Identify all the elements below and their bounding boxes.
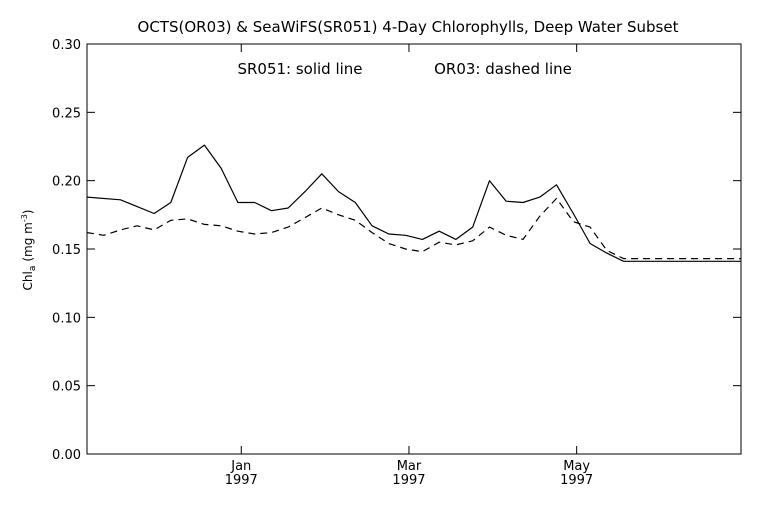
y-tick-label: 0.30: [52, 38, 81, 53]
y-axis-label-close: ): [21, 209, 35, 214]
y-axis-label-unit: (mg m: [21, 222, 35, 262]
solid-line-annotation: SR051: solid line: [237, 60, 362, 78]
y-axis-label-subscript: a: [28, 266, 38, 272]
or03-series-line: [86, 197, 741, 260]
x-tick-year-label: 1997: [225, 473, 258, 488]
y-axis-label-exponent: -3: [20, 214, 29, 222]
y-axis-label-main: Chl: [21, 271, 35, 290]
dashed-line-annotation: OR03: dashed line: [434, 60, 572, 78]
x-tick-year-label: 1997: [560, 473, 593, 488]
x-tick-year-label: 1997: [392, 473, 425, 488]
y-tick-label: 0.25: [52, 106, 81, 121]
sr051-series-line: [86, 144, 741, 262]
y-axis-label: Chla (mg m-3): [20, 209, 38, 290]
y-tick-label: 0.00: [52, 448, 81, 463]
y-tick-label: 0.10: [52, 311, 81, 326]
plot-frame: [86, 43, 742, 455]
x-tick-month-label: Jan: [230, 459, 251, 474]
y-axis-ticks: 0.00 0.05 0.10 0.15 0.20 0.25 0.30: [52, 38, 741, 463]
chart-title: OCTS(OR03) & SeaWiFS(SR051) 4-Day Chloro…: [138, 18, 679, 36]
series-layer: [86, 144, 741, 262]
x-tick-month-label: Mar: [397, 459, 422, 474]
y-tick-label: 0.05: [52, 380, 81, 395]
x-tick-month-label: May: [563, 459, 590, 474]
y-tick-label: 0.20: [52, 175, 81, 190]
y-tick-label: 0.15: [52, 243, 81, 258]
